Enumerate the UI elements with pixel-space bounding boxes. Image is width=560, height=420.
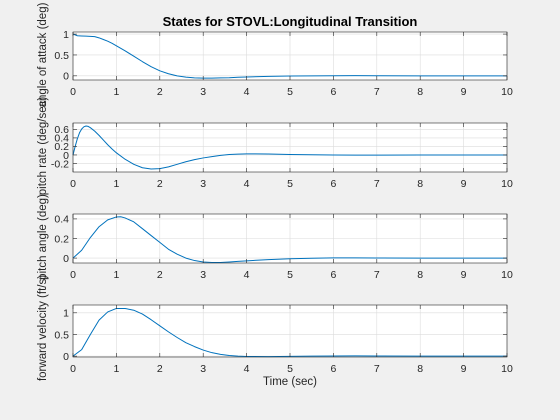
x-tick-label: 1 [113, 86, 119, 98]
x-tick-label: 7 [374, 178, 380, 190]
x-tick-label: 2 [157, 178, 163, 190]
x-tick-label: 1 [113, 178, 119, 190]
y-tick-label: 0 [63, 253, 69, 265]
y-tick-label: 0 [63, 351, 69, 363]
x-tick-label: 4 [244, 86, 250, 98]
x-tick-label: 8 [417, 269, 423, 281]
x-tick-label: 8 [417, 178, 423, 190]
x-tick-label: 5 [287, 363, 293, 375]
ylabel-pitch-angle: pitch angle (deg) [37, 194, 49, 280]
y-tick-label: 1 [63, 308, 69, 320]
x-tick-label: 9 [461, 269, 467, 281]
x-tick-label: 1 [113, 363, 119, 375]
x-tick-label: 7 [374, 86, 380, 98]
x-tick-label: 5 [287, 86, 293, 98]
x-tick-label: 4 [244, 363, 250, 375]
x-tick-label: 0 [70, 269, 76, 281]
x-tick-label: 1 [113, 269, 119, 281]
pitch-angle-axes: 0 1 2 3 4 5 6 7 8 9 10 0 0.2 0.4 [54, 214, 513, 281]
x-tick-label: 0 [70, 178, 76, 190]
x-tick-label: 10 [501, 86, 513, 98]
ylabel-forward-velocity: forward velocity (ft/s) [37, 275, 49, 381]
y-tick-label: 1 [63, 29, 69, 41]
x-tick-label: 10 [501, 363, 513, 375]
y-tick-label: 0.2 [54, 233, 69, 245]
y-tick-label: 0 [63, 71, 69, 83]
x-tick-label: 6 [330, 178, 336, 190]
x-tick-label: 6 [330, 269, 336, 281]
x-tick-label: 7 [374, 269, 380, 281]
x-tick-label: 3 [200, 363, 206, 375]
forward-velocity-axes: 0 1 2 3 4 5 6 7 8 9 10 0 0.5 1 [54, 304, 513, 375]
angle-of-attack-axes: 0 1 2 3 4 5 6 7 8 9 10 0 0.5 1 [54, 29, 513, 98]
x-tick-label: 4 [244, 269, 250, 281]
x-tick-label: 2 [157, 363, 163, 375]
y-tick-label: 0.6 [54, 124, 69, 136]
x-tick-label: 9 [461, 363, 467, 375]
x-tick-label: 0 [70, 86, 76, 98]
y-tick-label: 0.5 [54, 50, 69, 62]
x-tick-label: 8 [417, 86, 423, 98]
x-tick-label: 6 [330, 86, 336, 98]
x-tick-label: 10 [501, 269, 513, 281]
y-tick-label: 0.5 [54, 329, 69, 341]
y-tick-label: 0 [63, 150, 69, 162]
y-tick-label: 0.2 [54, 141, 69, 153]
y-tick-label: -0.2 [51, 158, 69, 170]
series-line-aoa [72, 33, 507, 79]
ylabel-angle-of-attack: angle of attack (deg) [37, 2, 49, 107]
x-tick-label: 6 [330, 363, 336, 375]
x-tick-label: 3 [200, 86, 206, 98]
xlabel-time: Time (sec) [263, 376, 317, 388]
x-tick-label: 3 [200, 269, 206, 281]
series-line-velocity [72, 307, 507, 358]
x-tick-label: 2 [157, 86, 163, 98]
x-tick-label: 4 [244, 178, 250, 190]
ylabel-pitch-rate: pitch rate (deg/sec) [37, 97, 49, 196]
x-tick-label: 9 [461, 86, 467, 98]
x-tick-label: 0 [70, 363, 76, 375]
x-tick-label: 5 [287, 178, 293, 190]
y-tick-label: 0.4 [54, 214, 69, 226]
series-line-pitch-rate [72, 125, 507, 170]
x-tick-label: 2 [157, 269, 163, 281]
chart-title: States for STOVL:Longitudinal Transition [163, 14, 418, 29]
pitch-rate-axes: 0 1 2 3 4 5 6 7 8 9 10-0.200.20.40.6 [51, 122, 513, 190]
x-tick-label: 7 [374, 363, 380, 375]
x-tick-label: 10 [501, 178, 513, 190]
y-tick-label: 0.4 [54, 133, 69, 145]
x-tick-label: 9 [461, 178, 467, 190]
x-tick-label: 3 [200, 178, 206, 190]
x-tick-label: 5 [287, 269, 293, 281]
x-tick-label: 8 [417, 363, 423, 375]
